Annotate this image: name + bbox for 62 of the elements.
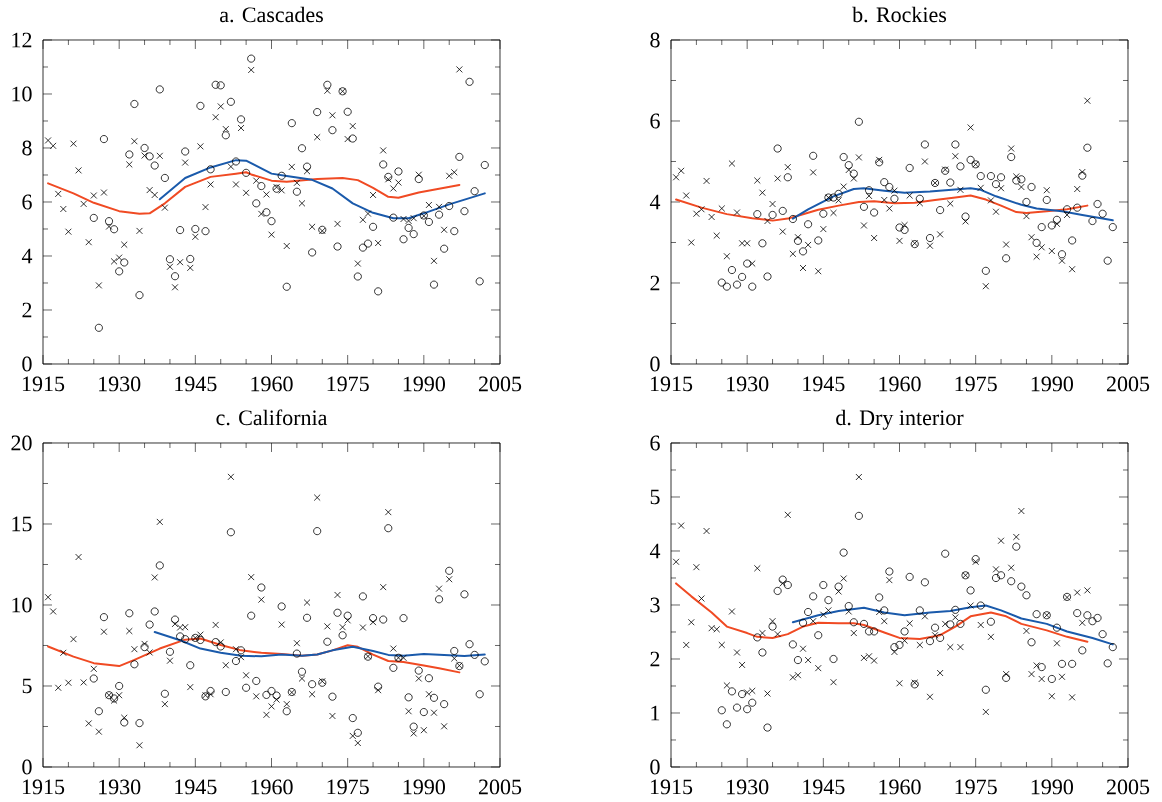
chart-title: d. Dry interior bbox=[836, 409, 964, 430]
x-tick-label: 1930 bbox=[99, 376, 141, 392]
y-tick-label: 5 bbox=[650, 489, 660, 505]
y-tick-label: 12 bbox=[12, 32, 32, 48]
y-tick-label: 2 bbox=[650, 275, 660, 291]
x-tick-label: 2005 bbox=[1106, 376, 1150, 392]
chart-title: c. California bbox=[216, 409, 328, 426]
x-tick-label: 1915 bbox=[22, 376, 65, 392]
y-tick-label: 20 bbox=[11, 435, 32, 451]
chart-title: b. Rockies bbox=[852, 6, 947, 23]
x-tick-label: 2005 bbox=[478, 376, 522, 392]
y-tick-label: 2 bbox=[650, 651, 660, 667]
line-series bbox=[791, 604, 1114, 646]
y-tick-label: 8 bbox=[22, 140, 32, 156]
line-series bbox=[158, 159, 486, 220]
y-tick-label: 1 bbox=[651, 705, 660, 721]
x-tick-label: 1975 bbox=[955, 376, 997, 392]
line-series bbox=[675, 194, 1089, 222]
x-tick-label: 1945 bbox=[175, 779, 217, 795]
x-tick-label: 1915 bbox=[22, 779, 65, 795]
x-tick-label: 1960 bbox=[879, 376, 921, 392]
x-tick-label: 1960 bbox=[251, 779, 293, 795]
y-tick-label: 0 bbox=[650, 759, 660, 775]
x-tick-label: 1975 bbox=[327, 376, 369, 392]
x-tick-label: 1975 bbox=[327, 779, 369, 795]
y-tick-label: 10 bbox=[12, 86, 32, 102]
x-tick-label: 1915 bbox=[650, 376, 693, 392]
x-tick-label: 1975 bbox=[955, 779, 997, 795]
y-tick-label: 0 bbox=[22, 356, 32, 372]
x-tick-label: 1990 bbox=[403, 376, 445, 392]
x-tick-label: 1930 bbox=[727, 779, 769, 795]
chart-title: a. Cascades bbox=[220, 6, 323, 23]
y-tick-label: 4 bbox=[649, 543, 661, 559]
x-tick-label: 2005 bbox=[1106, 779, 1150, 795]
line-series bbox=[675, 582, 1089, 643]
y-tick-label: 6 bbox=[22, 194, 32, 210]
y-tick-label: 0 bbox=[22, 759, 32, 775]
y-tick-label: 0 bbox=[650, 356, 660, 372]
y-tick-label: 3 bbox=[650, 597, 660, 613]
y-tick-label: 4 bbox=[649, 194, 661, 210]
x-tick-label: 1960 bbox=[879, 779, 921, 795]
x-tick-label: 1945 bbox=[803, 779, 845, 795]
x-tick-label: 1930 bbox=[99, 779, 141, 795]
x-tick-label: 1945 bbox=[803, 376, 845, 392]
y-tick-label: 6 bbox=[650, 113, 660, 129]
x-tick-label: 1990 bbox=[403, 779, 445, 795]
x-tick-label: 1930 bbox=[727, 376, 769, 392]
y-tick-label: 8 bbox=[650, 32, 660, 48]
line-series bbox=[47, 637, 461, 674]
x-tick-label: 1960 bbox=[251, 376, 293, 392]
y-tick-label: 6 bbox=[650, 435, 660, 451]
y-tick-label: 5 bbox=[22, 678, 32, 694]
y-tick-label: 2 bbox=[22, 302, 32, 318]
x-tick-label: 2005 bbox=[478, 779, 522, 795]
y-tick-label: 4 bbox=[21, 248, 33, 264]
x-tick-label: 1990 bbox=[1031, 779, 1073, 795]
x-tick-label: 1915 bbox=[650, 779, 693, 795]
y-tick-label: 15 bbox=[12, 516, 32, 532]
y-tick-label: 10 bbox=[12, 597, 32, 613]
x-tick-label: 1990 bbox=[1031, 376, 1073, 392]
line-series bbox=[153, 631, 486, 658]
x-tick-label: 1945 bbox=[175, 376, 217, 392]
